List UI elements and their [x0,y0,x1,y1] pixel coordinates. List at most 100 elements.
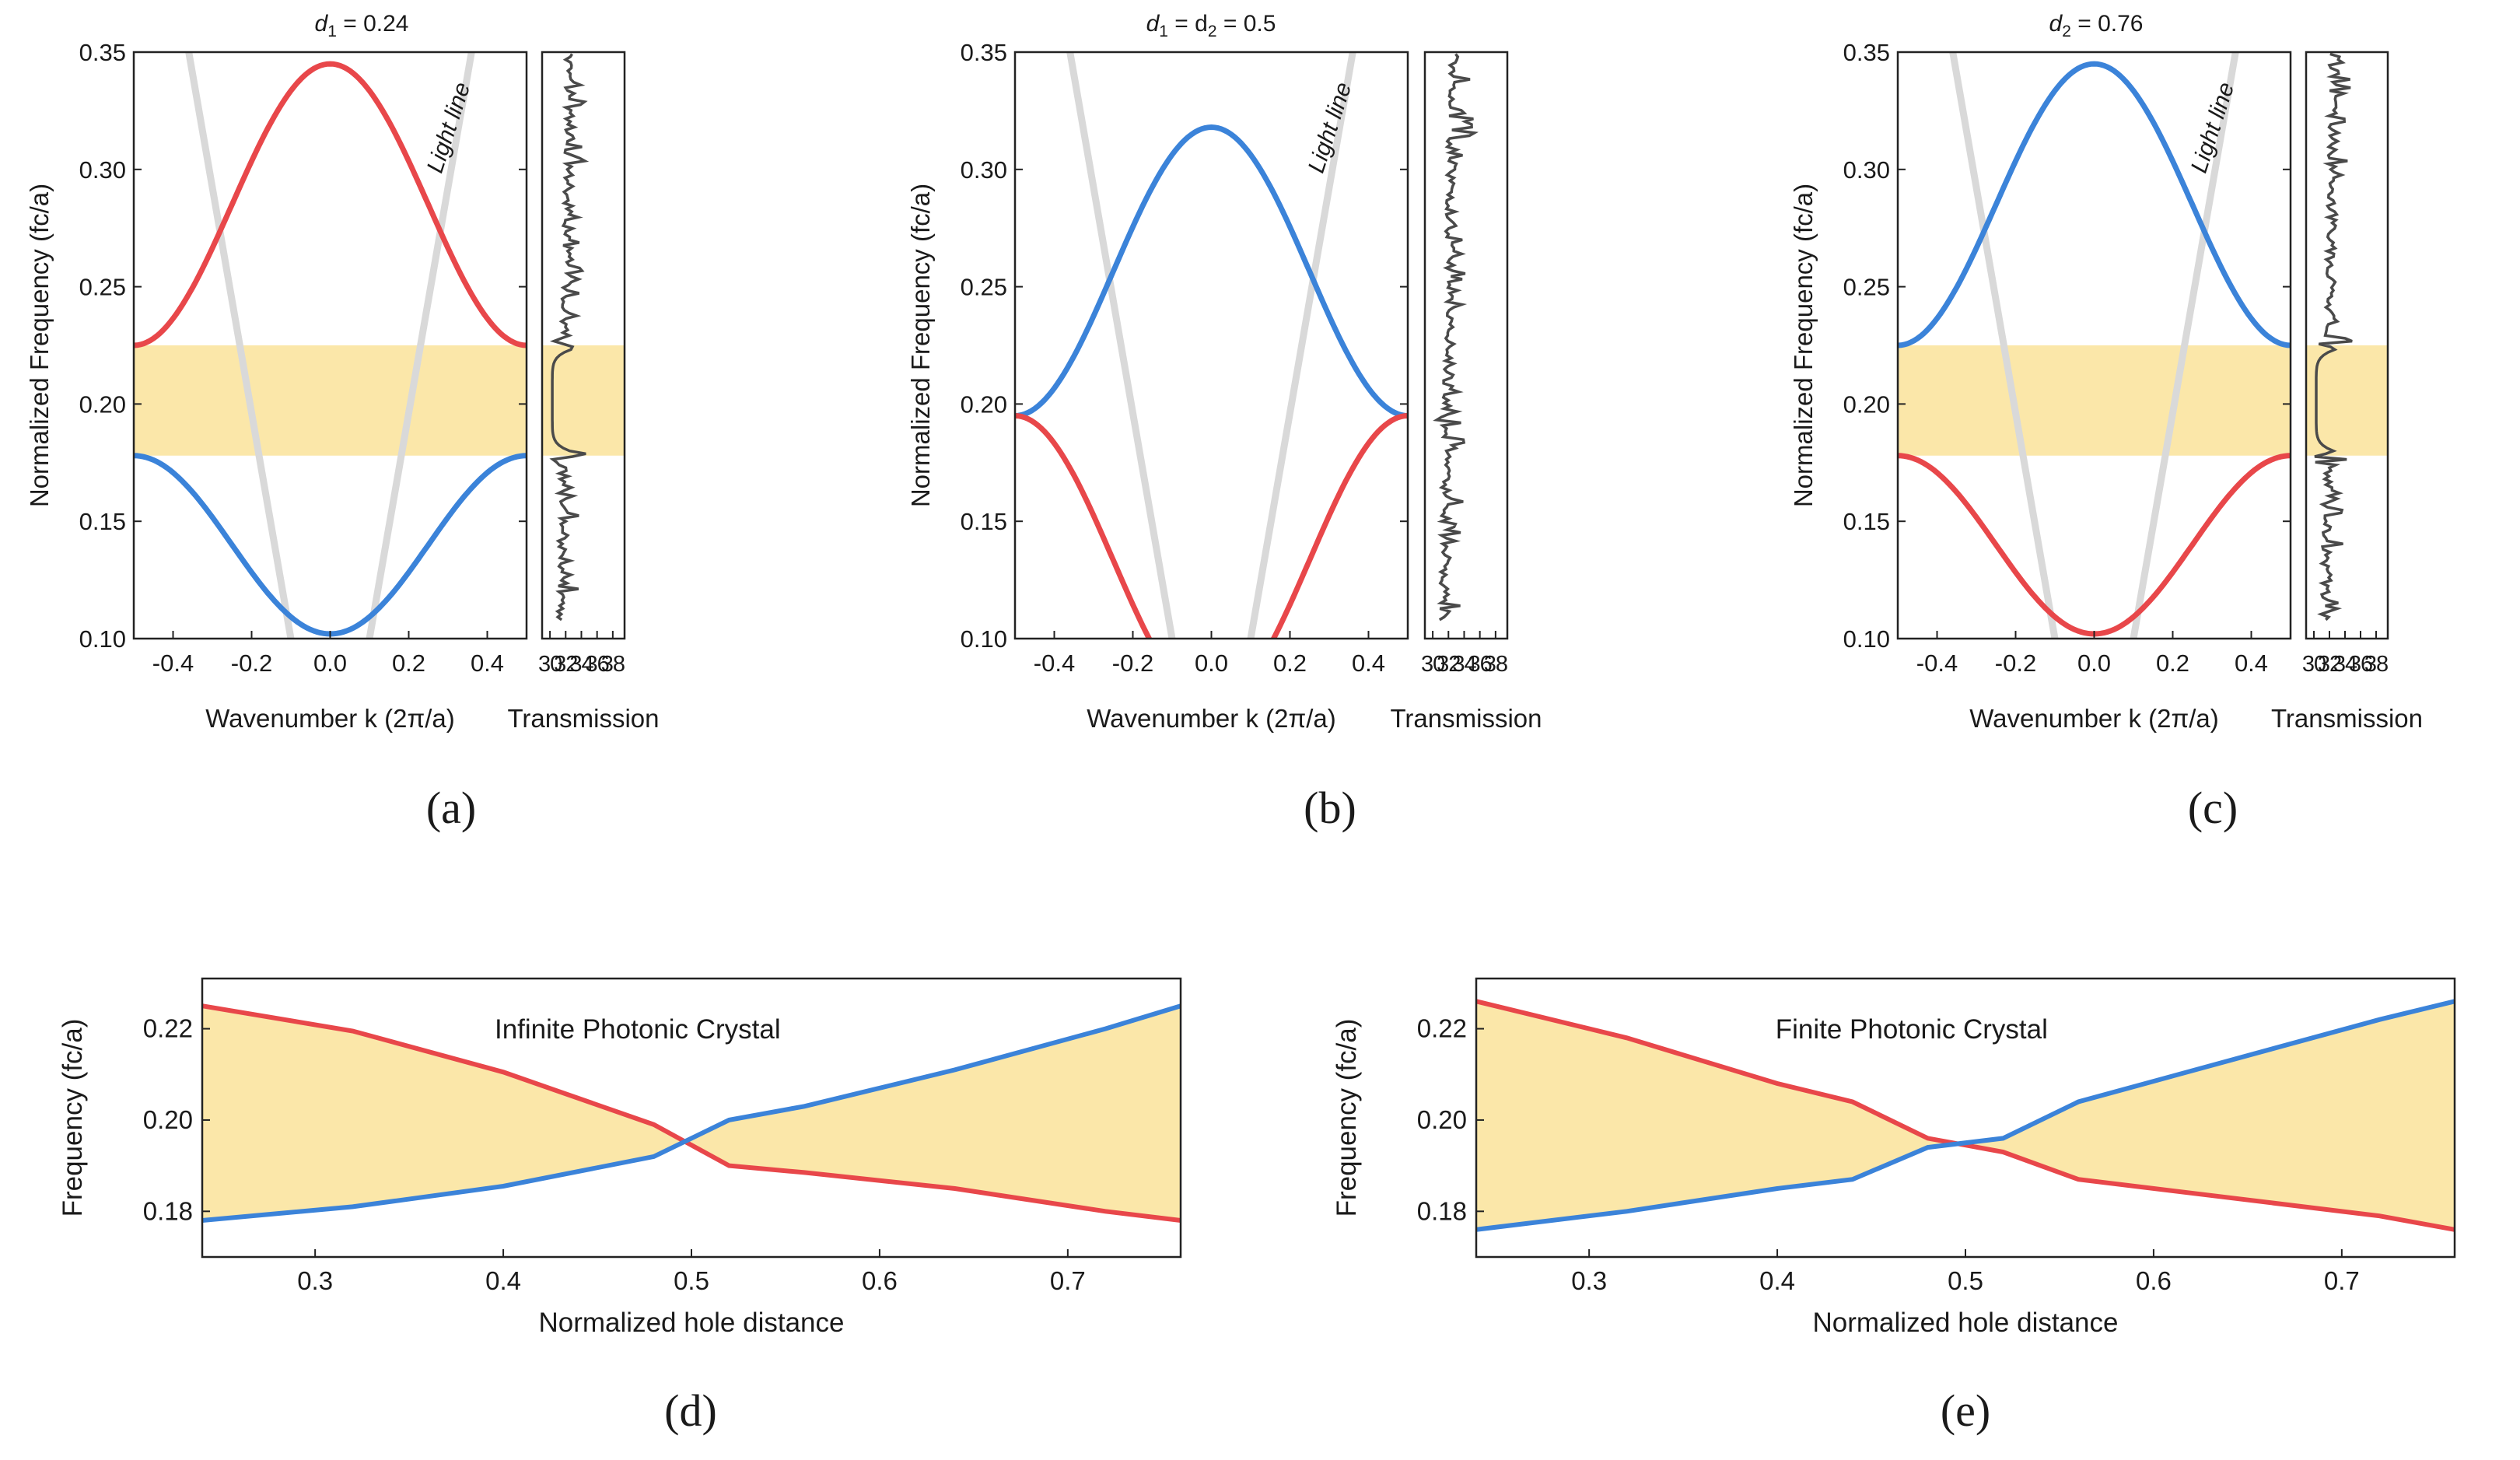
band-gap-region [1898,345,2291,456]
lower-band-line [1015,413,1408,639]
band-gap-region [134,345,527,456]
light-line-label: Light line [422,79,475,176]
transmission-gap-region [2306,345,2388,456]
light-line-right [1247,52,1356,639]
panel-title: d1 = d2 = 0.5 [1146,11,1276,40]
band-gap-area [1476,1001,2455,1230]
y-tick-label: 0.10 [961,625,1007,653]
y-tick-label: 0.30 [961,156,1007,184]
y-tick-label: 0.15 [961,508,1007,535]
panel-caption: (a) [426,783,476,833]
y-axis-label: Frequency (fc/a) [58,1019,88,1217]
transmission-tick-label: 38 [1484,652,1507,677]
x-tick-label: 0.7 [2324,1266,2360,1295]
transmission-axis-label: Transmission [1391,704,1542,733]
x-tick-label: 0.0 [1195,649,1228,677]
y-tick-label: 0.20 [143,1105,193,1134]
x-axis-label: Normalized hole distance [1813,1308,2119,1338]
x-tick-label: -0.2 [1995,649,2036,677]
lower-band-line [1898,453,2291,637]
transmission-axis-label: Transmission [508,704,660,733]
y-axis-label: Normalized Frequency (fc/a) [1789,184,1818,507]
y-tick-label: 0.15 [1843,508,1890,535]
light-line-left [1949,52,2059,639]
transmission-tick-label: 36 [2349,652,2372,677]
x-axis-label: Wavenumber k (2π/a) [1969,704,2218,733]
transmission-trace [2314,52,2353,621]
y-tick-label: 0.20 [1417,1105,1467,1134]
light-line-left [185,52,295,639]
x-tick-label: -0.2 [231,649,272,677]
x-axis-label: Wavenumber k (2π/a) [205,704,454,733]
transmission-tick-label: 36 [586,652,609,677]
y-tick-label: 0.25 [961,274,1007,301]
x-tick-label: -0.4 [1916,649,1958,677]
title-sub: 1 [1159,23,1168,40]
transmission-tick-label: 34 [1452,652,1476,677]
upper-band-line [1898,61,2291,348]
transmission-tick-label: 32 [554,652,577,677]
x-axis-label: Normalized hole distance [539,1308,845,1338]
transmission-tick-label: 30 [538,652,562,677]
panel-d: 0.3 0.4 0.5 0.6 0.7 0.18 0.20 0.22 Normalized ho… [58,977,1182,1436]
y-tick-label: 0.20 [79,390,126,418]
title-var: d [2049,11,2063,37]
x-tick-label: 0.4 [471,649,504,677]
y-axis-label: Frequency (fc/a) [1332,1019,1362,1217]
x-tick-label: 0.2 [1273,649,1307,677]
x-tick-label: 0.0 [2077,649,2111,677]
panel-caption: (e) [1941,1385,1990,1436]
title-var: d [1146,11,1160,37]
x-tick-label: -0.4 [1034,649,1075,677]
x-tick-label: 0.3 [297,1266,333,1295]
y-tick-label: 0.20 [961,390,1007,418]
y-tick-label: 0.22 [143,1014,193,1043]
band-gap-area [202,1006,1181,1220]
x-tick-label: 0.5 [674,1266,709,1295]
transmission-tick-label: 30 [1421,652,1444,677]
panel-e: 0.3 0.4 0.5 0.6 0.7 0.18 0.20 0.22 Normalized ho… [1332,977,2456,1436]
y-tick-label: 0.22 [1417,1014,1467,1043]
transmission-tick-label: 30 [2302,652,2326,677]
title-end: = 0.5 [1217,11,1276,37]
x-tick-label: 0.4 [2235,649,2268,677]
plot-area [134,52,527,639]
y-tick-label: 0.18 [143,1196,193,1225]
title-sub: 2 [2062,23,2071,40]
transmission-gap-region [542,345,625,456]
x-tick-label: 0.4 [1759,1266,1795,1295]
light-line-left [1066,52,1176,639]
x-tick-label: 0.5 [1948,1266,1983,1295]
light-line-label: Light line [2186,79,2239,176]
transmission-tick-label: 32 [2318,652,2341,677]
y-tick-label: 0.35 [79,39,126,66]
x-tick-label: 0.6 [862,1266,898,1295]
light-line-right [366,52,475,639]
title-rest: = d [1168,11,1208,37]
transmission-tick-label: 34 [569,652,593,677]
plot-area [1015,52,1408,639]
y-tick-label: 0.10 [79,625,126,653]
y-tick-label: 0.35 [1843,39,1890,66]
panel-annotation: Finite Photonic Crystal [1776,1014,2048,1045]
band-plot-frame [1013,51,1409,640]
transmission-trace [1433,53,1479,621]
panel-title: d2 = 0.76 [2049,11,2144,40]
y-tick-label: 0.30 [1843,156,1890,184]
title-var: d [315,11,329,37]
transmission-axis-label: Transmission [2271,704,2423,733]
y-tick-label: 0.30 [79,156,126,184]
transmission-frame [541,51,626,640]
x-tick-label: 0.7 [1050,1266,1086,1295]
red-band-edge-line [201,1003,1181,1223]
blue-band-edge-line [1475,999,2455,1232]
panel-c: Light line 0.10 0.15 0.20 0.25 0.30 0.35 -0.4 -0… [1789,11,2423,833]
title-sub2: 2 [1208,23,1217,40]
light-line-label: Light line [1304,79,1356,176]
x-tick-label: 0.2 [392,649,425,677]
transmission-tick-label: 38 [601,652,625,677]
light-line-right [2130,52,2239,639]
